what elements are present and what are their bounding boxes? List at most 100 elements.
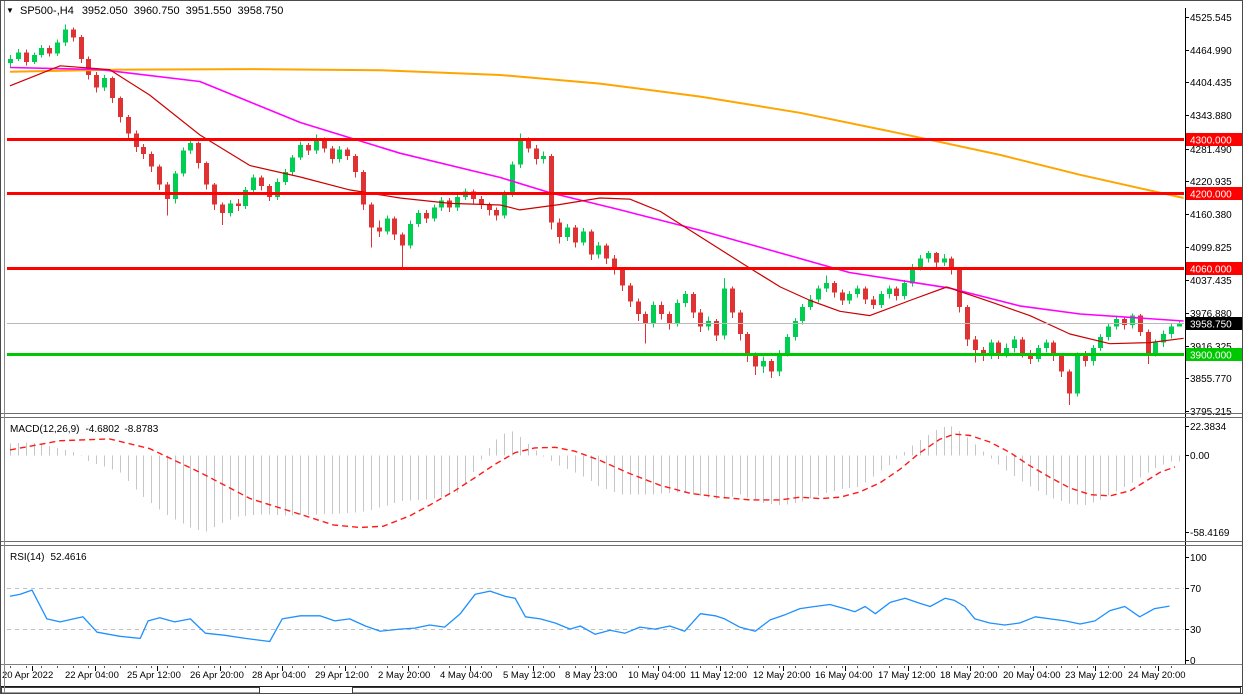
candle-body: [330, 148, 335, 160]
candle-body: [793, 321, 798, 338]
candle-body: [204, 162, 209, 185]
candle-body: [337, 149, 342, 160]
candle-body: [761, 360, 766, 367]
rsi-indicator-label: RSI(14) 52.4616: [10, 552, 87, 563]
candle-body: [1075, 355, 1080, 394]
price-tick-label: 4464.990: [1190, 46, 1232, 57]
candle-body: [628, 285, 633, 302]
candle-body: [110, 78, 115, 99]
candle-body: [565, 227, 570, 237]
candle-body: [400, 234, 405, 246]
ma-mid-magenta[interactable]: [9, 66, 1184, 322]
candle-body: [1098, 337, 1103, 348]
candle-body: [800, 307, 805, 321]
candle-body: [745, 334, 750, 356]
candles-series[interactable]: [8, 24, 1182, 406]
price-tick-label: 3976.880: [1190, 309, 1232, 320]
candle-body: [871, 299, 876, 305]
candle-body: [392, 218, 397, 235]
scrollbar-thumb[interactable]: [262, 687, 350, 694]
price-tick-label: 4343.880: [1190, 111, 1232, 122]
macd-tick-label: 22.3834: [1190, 422, 1227, 433]
price-badge: 4300.000: [1186, 133, 1242, 147]
candle-body: [510, 164, 515, 194]
rsi-tick-label: 70: [1190, 584, 1202, 595]
rsi-value: 52.4616: [50, 552, 87, 563]
price-axis[interactable]: [1186, 8, 1242, 664]
time-axis-label: 17 May 12:00: [878, 670, 936, 681]
candle-body: [573, 227, 578, 243]
price-tick-label: 3916.325: [1190, 342, 1232, 353]
candle-body: [816, 288, 821, 300]
candle-body: [973, 339, 978, 351]
symbol-dropdown-icon[interactable]: ▼: [6, 6, 14, 15]
candle-body: [777, 353, 782, 372]
ma-slow-orange[interactable]: [9, 68, 1184, 199]
candle-body: [643, 314, 648, 324]
candle-body: [651, 304, 656, 324]
candle-body: [251, 177, 256, 190]
time-axis-label: 8 May 23:00: [565, 670, 617, 681]
rsi-name: RSI(14): [10, 552, 44, 563]
candle-body: [290, 157, 295, 173]
panel-splitter[interactable]: [0, 541, 1243, 546]
price-badge-label: 3958.750: [1190, 320, 1232, 331]
scrollbar-track[interactable]: [1, 687, 260, 694]
candle-body: [94, 75, 99, 88]
candle-body: [1004, 348, 1009, 354]
candle-body: [698, 312, 703, 327]
panel-splitter[interactable]: [0, 413, 1243, 418]
candle-body: [126, 117, 131, 134]
candle-body: [683, 294, 688, 304]
candle-body: [63, 29, 68, 43]
price-badge: 4060.000: [1186, 262, 1242, 276]
ma-fast-red[interactable]: [9, 65, 1184, 345]
open-value: 3952.050: [82, 5, 128, 17]
macd-histogram: [10, 426, 1180, 532]
candle-body: [981, 350, 986, 356]
time-axis[interactable]: [0, 666, 1243, 686]
candle-body: [118, 98, 123, 118]
candle-body: [1153, 342, 1158, 354]
candle-body: [1130, 315, 1135, 325]
candle-body: [518, 140, 523, 165]
main-chart-area[interactable]: [7, 8, 1184, 412]
time-axis-label: 12 May 20:00: [753, 670, 811, 681]
time-axis-label: 2 May 20:00: [378, 670, 430, 681]
low-value: 3951.550: [186, 5, 232, 17]
candle-body: [541, 155, 546, 160]
candle-body: [620, 269, 625, 286]
candle-body: [887, 288, 892, 294]
candle-body: [612, 258, 617, 270]
candle-body: [243, 189, 248, 207]
candle-body: [298, 145, 303, 158]
candle-body: [1122, 318, 1127, 325]
candle-body: [910, 267, 915, 284]
candle-body: [385, 218, 390, 232]
candle-body: [918, 258, 923, 267]
candle-body: [408, 223, 413, 246]
candle-body: [47, 48, 52, 54]
time-axis-label: 10 May 04:00: [628, 670, 686, 681]
price-tick-label: 4525.545: [1190, 13, 1232, 24]
price-tick-label: 3795.215: [1190, 407, 1232, 418]
scrollbar-track[interactable]: [352, 687, 1241, 694]
candle-body: [934, 253, 939, 263]
candle-body: [855, 288, 860, 294]
candle-body: [322, 139, 327, 149]
rsi-panel-area[interactable]: [7, 549, 1184, 662]
macd-indicator-label: MACD(12,26,9) -4.6802 -8.8783: [10, 424, 159, 435]
candle-body: [1044, 342, 1049, 348]
symbol-period-label: SP500-,H4: [20, 5, 74, 17]
candle-body: [957, 269, 962, 307]
candle-body: [596, 245, 601, 255]
candle-body: [832, 283, 837, 293]
candle-body: [659, 304, 664, 314]
candle-body: [549, 155, 554, 223]
candle-body: [283, 172, 288, 182]
rsi-line: [9, 589, 1170, 643]
candle-body: [86, 58, 91, 75]
macd-panel-area[interactable]: [7, 421, 1184, 538]
price-badge: 3900.000: [1186, 348, 1242, 362]
time-axis-label: 4 May 04:00: [440, 670, 492, 681]
